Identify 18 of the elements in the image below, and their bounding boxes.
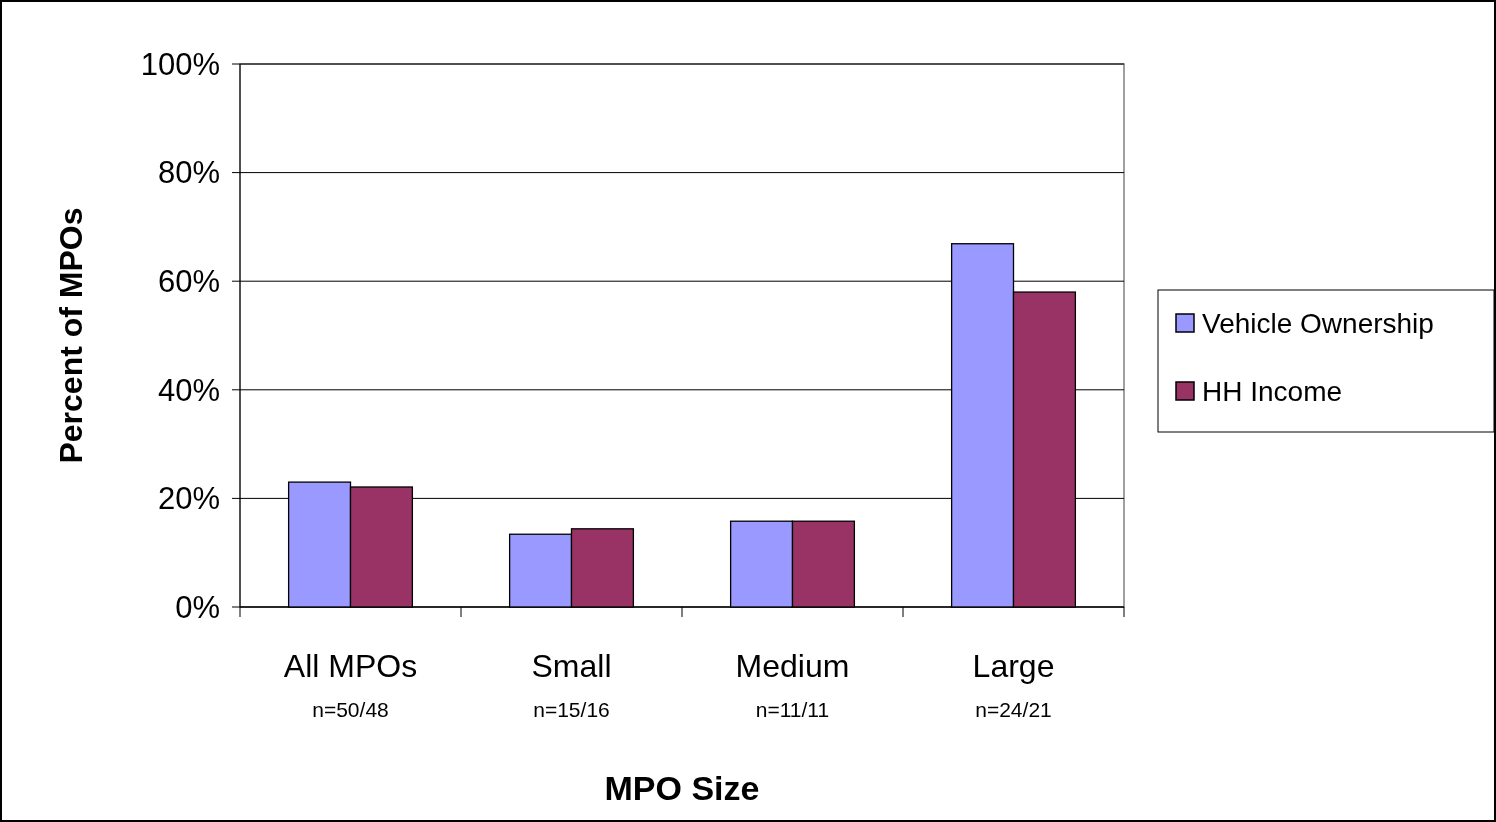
y-tick-label: 20% <box>157 481 220 517</box>
x-tick-label: Large <box>972 648 1055 684</box>
y-tick-label: 40% <box>157 372 220 408</box>
y-tick-label: 0% <box>175 589 220 625</box>
text: n=11/11 <box>755 698 830 721</box>
text: n=15/16 <box>533 698 610 721</box>
x-tick-label: Medium <box>735 648 850 684</box>
y-tick-label: 60% <box>157 264 220 300</box>
y-tick-label: 100% <box>140 46 220 82</box>
x-tick-label: All MPOs <box>283 648 418 684</box>
x-tick-label: Small <box>531 648 612 684</box>
y-axis-title: Percent of MPOs <box>53 207 89 464</box>
text: n=24/21 <box>975 698 1052 721</box>
x-axis-title: MPO Size <box>604 769 760 807</box>
y-tick-label: 80% <box>157 155 220 191</box>
text: n=50/48 <box>312 698 389 721</box>
legend-label: HH Income <box>1202 375 1343 407</box>
legend-label: Vehicle Ownership <box>1202 307 1434 339</box>
